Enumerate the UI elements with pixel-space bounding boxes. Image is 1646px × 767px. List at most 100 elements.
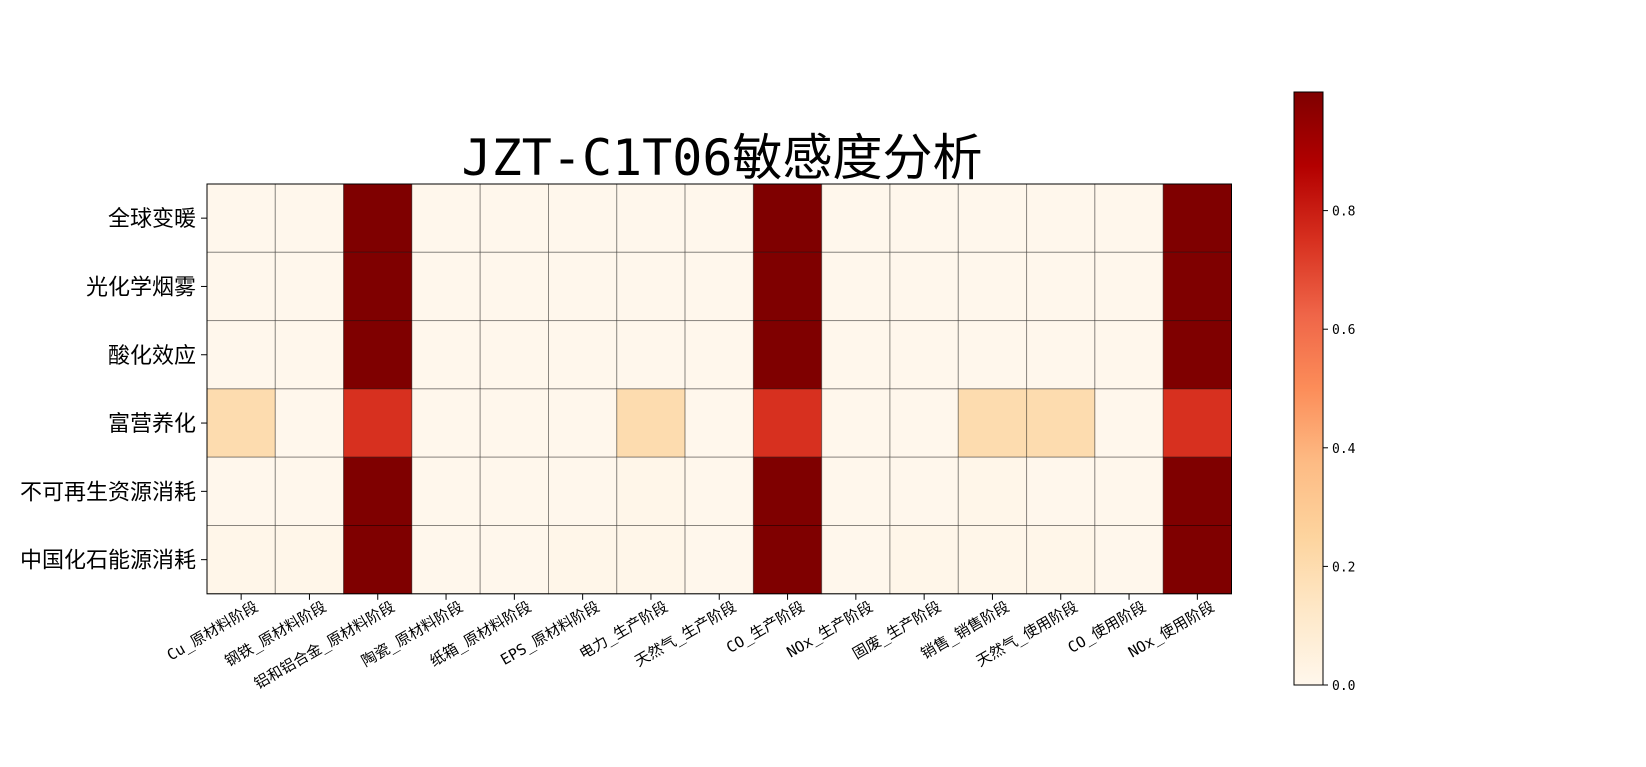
- heatmap-cells: [206, 183, 1232, 595]
- heatmap-cell: [343, 320, 413, 390]
- y-tick-label: 全球变暖: [108, 207, 196, 232]
- y-tick-label: 中国化石能源消耗: [20, 549, 196, 574]
- heatmap-cell: [957, 388, 1028, 458]
- heatmap-cell: [957, 251, 1028, 322]
- heatmap-cell: [1026, 525, 1096, 595]
- heatmap-cell: [616, 388, 686, 458]
- heatmap-cell: [343, 525, 413, 595]
- heatmap-cell: [411, 251, 481, 322]
- heatmap-cell: [479, 388, 550, 458]
- heatmap-cell: [821, 183, 891, 253]
- heatmap-cell: [1162, 388, 1232, 458]
- heatmap-cell: [821, 456, 891, 527]
- heatmap-cell: [889, 388, 959, 458]
- heatmap-cell: [411, 388, 481, 458]
- heatmap-cell: [1162, 183, 1232, 253]
- heatmap-cell: [206, 456, 276, 527]
- heatmap-cell: [479, 251, 550, 322]
- colorbar-gradient: [1293, 91, 1324, 686]
- y-tick-label: 酸化效应: [108, 344, 196, 369]
- heatmap-cell: [1162, 525, 1232, 595]
- heatmap-cell: [752, 183, 823, 253]
- heatmap-cell: [1094, 525, 1164, 595]
- heatmap-cell: [343, 251, 413, 322]
- heatmap-cell: [274, 388, 345, 458]
- heatmap-cell: [684, 525, 754, 595]
- heatmap-cell: [821, 525, 891, 595]
- heatmap-cell: [343, 183, 413, 253]
- colorbar-tick-label: 0.8: [1332, 205, 1355, 220]
- heatmap-cell: [548, 183, 618, 253]
- heatmap-cell: [479, 456, 550, 527]
- heatmap-cell: [206, 525, 276, 595]
- heatmap-cell: [684, 320, 754, 390]
- heatmap-cell: [274, 525, 345, 595]
- heatmap-cell: [1026, 251, 1096, 322]
- y-tick-label: 不可再生资源消耗: [20, 480, 196, 505]
- colorbar-tick-label: 0.0: [1332, 679, 1355, 694]
- heatmap-cell: [616, 251, 686, 322]
- heatmap-cell: [957, 183, 1028, 253]
- heatmap-cell: [616, 320, 686, 390]
- heatmap-cell: [1094, 456, 1164, 527]
- y-tick-label: 富营养化: [108, 412, 196, 437]
- y-tick-label: 光化学烟雾: [86, 275, 196, 300]
- heatmap-cell: [548, 525, 618, 595]
- heatmap-cell: [684, 456, 754, 527]
- heatmap-cell: [684, 388, 754, 458]
- heatmap-cell: [274, 251, 345, 322]
- heatmap-cell: [274, 456, 345, 527]
- heatmap-cell: [1162, 320, 1232, 390]
- heatmap-cell: [1162, 251, 1232, 322]
- heatmap-cell: [343, 388, 413, 458]
- heatmap-cell: [752, 320, 823, 390]
- heatmap-cell: [684, 251, 754, 322]
- heatmap-cell: [889, 251, 959, 322]
- colorbar-tick-label: 0.4: [1332, 442, 1356, 457]
- heatmap-cell: [1026, 456, 1096, 527]
- heatmap-cell: [548, 456, 618, 527]
- heatmap-cell: [616, 456, 686, 527]
- heatmap-cell: [957, 456, 1028, 527]
- heatmap-cell: [821, 388, 891, 458]
- heatmap-cell: [548, 251, 618, 322]
- heatmap-cell: [411, 456, 481, 527]
- heatmap-cell: [206, 388, 276, 458]
- heatmap-cell: [1094, 183, 1164, 253]
- heatmap-cell: [821, 320, 891, 390]
- heatmap-cell: [684, 183, 754, 253]
- heatmap-cell: [889, 183, 959, 253]
- heatmap-cell: [957, 320, 1028, 390]
- heatmap-cell: [479, 320, 550, 390]
- heatmap-cell: [411, 525, 481, 595]
- heatmap-cell: [206, 320, 276, 390]
- heatmap-cell: [1026, 320, 1096, 390]
- heatmap-cell: [206, 183, 276, 253]
- heatmap-cell: [752, 525, 823, 595]
- heatmap-cell: [957, 525, 1028, 595]
- heatmap-cell: [752, 456, 823, 527]
- heatmap-cell: [1094, 320, 1164, 390]
- heatmap-cell: [1094, 251, 1164, 322]
- heatmap-cell: [616, 183, 686, 253]
- heatmap-cell: [548, 320, 618, 390]
- colorbar-tick-label: 0.2: [1332, 560, 1355, 575]
- heatmap-cell: [821, 251, 891, 322]
- heatmap-cell: [1094, 388, 1164, 458]
- heatmap-cell: [274, 320, 345, 390]
- heatmap-cell: [889, 525, 959, 595]
- heatmap-cell: [1162, 456, 1232, 527]
- heatmap-cell: [206, 251, 276, 322]
- heatmap-cell: [752, 388, 823, 458]
- x-axis-labels: Cu_原材料阶段钢铁_原材料阶段铝和铝合金_原材料阶段陶瓷_原材料阶段纸箱_原材…: [164, 593, 1217, 693]
- heatmap-cell: [1026, 388, 1096, 458]
- heatmap-cell: [548, 388, 618, 458]
- chart-title: JZT-C1T06敏感度分析: [462, 129, 983, 187]
- colorbar: 0.0 0.2 0.4 0.6 0.8: [1293, 91, 1356, 694]
- heatmap-cell: [889, 456, 959, 527]
- heatmap-cell: [752, 251, 823, 322]
- heatmap-cell: [616, 525, 686, 595]
- heatmap-cell: [411, 183, 481, 253]
